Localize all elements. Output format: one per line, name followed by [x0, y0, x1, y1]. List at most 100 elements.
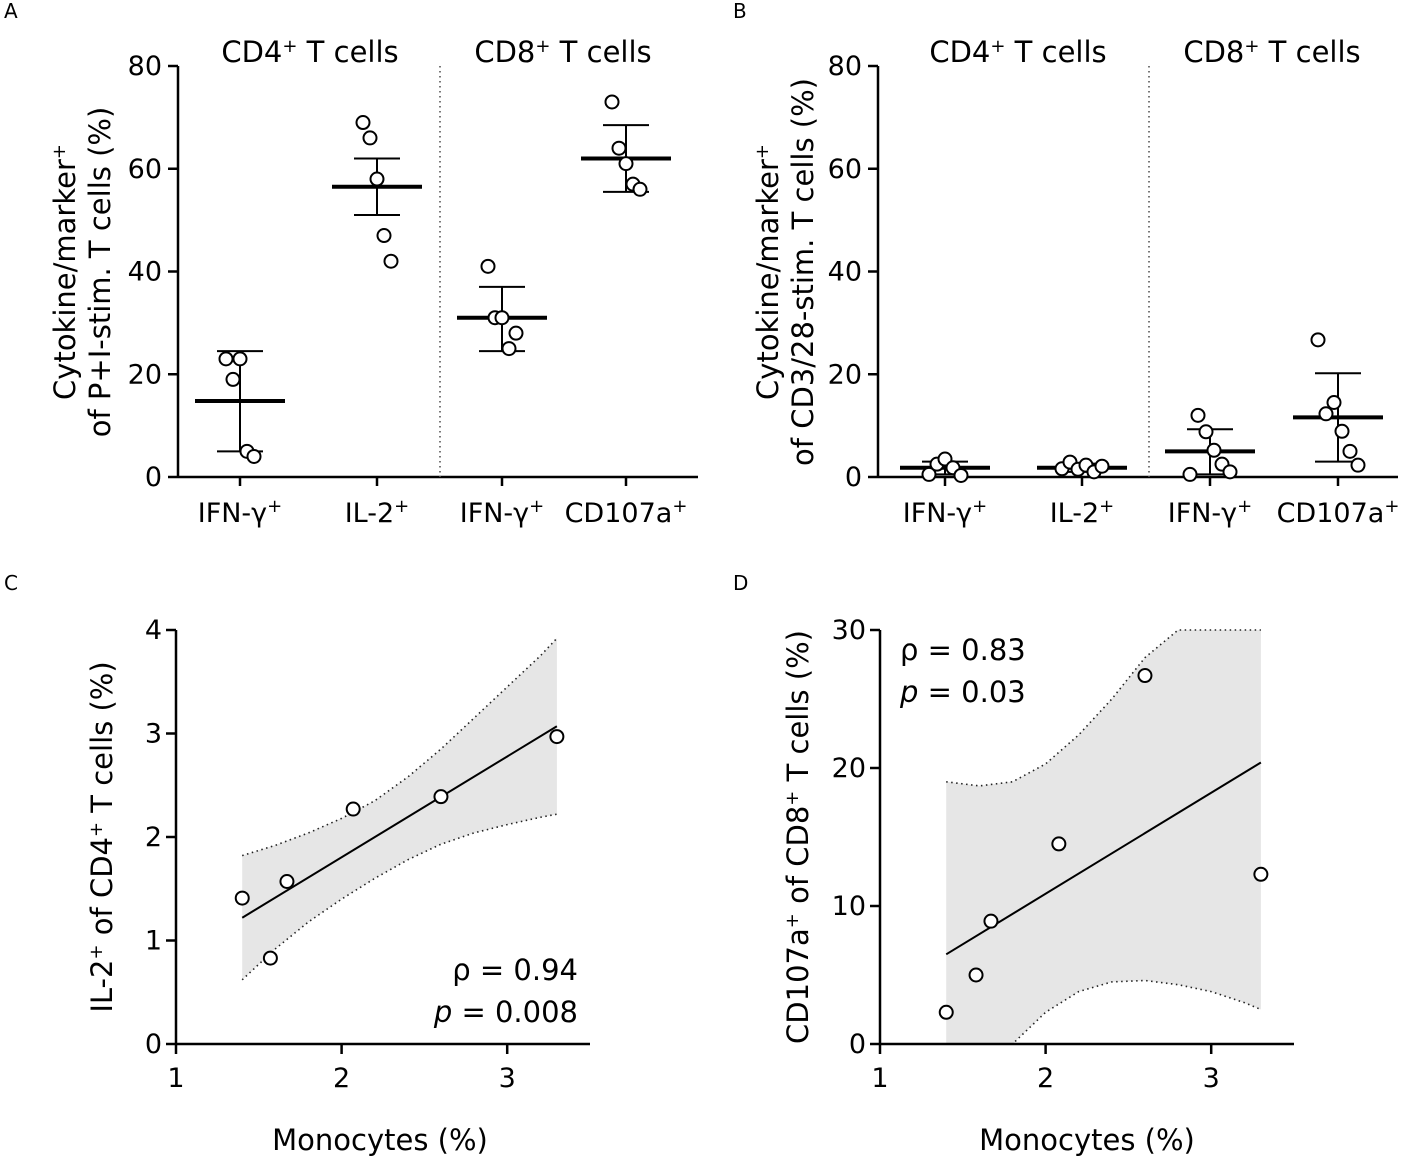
panel-b-category-label-part-1: + [1384, 496, 1399, 517]
panel-a-data-point [480, 258, 496, 274]
panel-b-category-label-part-0: CD107a [1277, 498, 1385, 529]
panel-b-data-point [1094, 458, 1110, 474]
panel-c-ci-area [242, 638, 557, 980]
panel-d-p-symbol: p [899, 675, 918, 709]
panel-a-group-titles: CD4+ T cells CD8+ T cells [221, 35, 651, 69]
panel-a-ytick-label: 20 [128, 359, 162, 390]
panel-a-data-point [383, 253, 399, 269]
panel-a-group-title-part-0: CD4 [221, 35, 282, 69]
panel-c-data-point [234, 890, 250, 906]
panel-a-category-label: IL-2+ [345, 496, 410, 530]
panel-d-xtick-label: 3 [1203, 1063, 1220, 1094]
panel-d-regression-line [945, 761, 1262, 956]
panel-d-data-point [1137, 668, 1153, 684]
panel-a-data-point [362, 130, 378, 146]
panel-d-ylabel-text-part-4: T cells (%) [781, 630, 815, 791]
panel-d-marks [938, 668, 1269, 1020]
panel-b-data-point [921, 466, 937, 482]
panel-b-group-titles: CD4+ T cells CD8+ T cells [929, 35, 1360, 69]
panel-label-c: C [4, 571, 18, 595]
panel-c-data-point [345, 801, 361, 817]
panel-c-xtick-label: 2 [333, 1063, 350, 1094]
panel-a-category-label: CD107a+ [565, 496, 688, 530]
panel-d-data-point [968, 967, 984, 983]
panel-b-marks [900, 332, 1383, 483]
panel-a-group-title-part-2: T cells [297, 35, 398, 69]
panel-a-data-point [369, 171, 385, 187]
panel-d-ticks: 0 10 20 30 1 2 3 [832, 615, 1220, 1094]
panel-c-ylabel-text-part-0: IL-2 [85, 960, 119, 1013]
panel-b-ylabel: Cytokine/marker+ of CD3/28-stim. T cells… [751, 78, 820, 466]
panel-a-data-point [618, 156, 634, 172]
panel-d-p-value: = 0.03 [918, 675, 1025, 709]
panel-b-group-title: CD4+ T cells [929, 35, 1106, 69]
panel-c-regression-line [241, 725, 558, 919]
panel-label-d: D [733, 571, 748, 595]
panel-b-ylabel-line2: of CD3/28-stim. T cells (%) [786, 78, 820, 466]
panel-c-ylabel-text-part-3: + [86, 822, 107, 837]
panel-c-ci-lower [241, 813, 558, 981]
panel-b-category-label-part-1: + [972, 496, 987, 517]
panel-d-data-point [1051, 836, 1067, 852]
panel-d-ylabel-text-part-0: CD107a [781, 928, 815, 1044]
panel-c-ylabel-group: IL-2+ of CD4+ T cells (%) [85, 661, 119, 1012]
panel-a-category-label: IFN-γ+ [460, 496, 545, 530]
panel-a-category-label-part-0: IFN-γ [198, 498, 267, 529]
panel-b-data-point [1334, 423, 1350, 439]
panel-c-ylabel-text-part-1: + [86, 944, 107, 959]
panel-a-ytick-label: 40 [128, 257, 162, 288]
panel-b-group-title-part-1: + [990, 36, 1005, 57]
panel-label-b: B [733, 0, 747, 23]
panel-b-data-point [953, 467, 969, 483]
panel-b-group-title-part-1: + [1244, 36, 1259, 57]
panel-a-ticks: 0 20 40 60 80 [128, 51, 628, 493]
panel-a-data-point [355, 115, 371, 131]
panel-b-data-point [1190, 407, 1206, 423]
panel-a-ytick-label: 60 [128, 154, 162, 185]
panel-d-ylabel-group: CD107a+ of CD8+ T cells (%) [781, 630, 815, 1044]
panel-c-xtick-label: 1 [167, 1063, 184, 1094]
panel-a-group-title-part-1: + [282, 36, 297, 57]
panel-b-data-point [1342, 443, 1358, 459]
panel-b-category-label-part-0: IFN-γ [1168, 498, 1237, 529]
panel-d-xtick-label: 1 [871, 1063, 888, 1094]
panel-a-category-label-part-1: + [267, 496, 282, 517]
panel-c-p-symbol: p [433, 995, 452, 1029]
panel-d-ylabel-text: CD107a+ of CD8+ T cells (%) [781, 630, 815, 1044]
panel-b-category-label-part-0: IFN-γ [903, 498, 972, 529]
panel-c-data-point [262, 950, 278, 966]
panel-a-category-label-part-0: IFN-γ [460, 498, 529, 529]
panel-b-category-label: IFN-γ+ [1168, 496, 1253, 530]
panel-b-category-labels: IFN-γ+ IL-2+ IFN-γ+ CD107a+ [903, 496, 1400, 530]
panel-a-ylabel-line2: of P+I-stim. T cells (%) [83, 107, 117, 438]
panel-b-data-point [1326, 395, 1342, 411]
panel-a-data-point [494, 310, 510, 326]
panel-a: A Cytokine/marker+ of P+I-stim. T cells … [4, 0, 698, 529]
panel-c-ylabel-text-part-4: T cells (%) [85, 661, 119, 822]
panel-a-data-point [246, 448, 262, 464]
panel-a-category-label-part-1: + [394, 496, 409, 517]
panel-c-ci-band [241, 637, 558, 981]
panel-b-ylabel-line1-sup: + [752, 144, 773, 159]
panel-a-data-point [508, 325, 524, 341]
panel-a-ylabel-line1-text: Cytokine/marker [48, 159, 82, 400]
panel-d-ci-area [946, 630, 1261, 1044]
panel-b-group-title-part-2: T cells [1005, 35, 1106, 69]
panel-b-category-label-part-0: IL-2 [1050, 498, 1099, 529]
panel-a-data-point [376, 228, 392, 244]
panel-d-data-point [1253, 866, 1269, 882]
panel-b-group-title-part-0: CD4 [929, 35, 990, 69]
panel-c-ylabel-text-part-2: of CD4 [85, 837, 119, 944]
panel-d-ylabel-text-part-3: + [782, 791, 803, 806]
panel-c-p-value: = 0.008 [452, 995, 578, 1029]
panel-b-category-label-part-1: + [1237, 496, 1252, 517]
panel-c-marks [234, 725, 565, 966]
panel-c-rho-label: ρ = 0.94 [452, 953, 578, 987]
panel-b-group-title: CD8+ T cells [1183, 35, 1360, 69]
panel-b-category-label-part-1: + [1099, 496, 1114, 517]
panel-a-ylabel-line1-sup: + [49, 144, 70, 159]
panel-b-category-label: IL-2+ [1050, 496, 1115, 530]
